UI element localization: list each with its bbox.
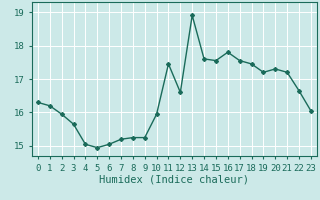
X-axis label: Humidex (Indice chaleur): Humidex (Indice chaleur) bbox=[100, 174, 249, 184]
